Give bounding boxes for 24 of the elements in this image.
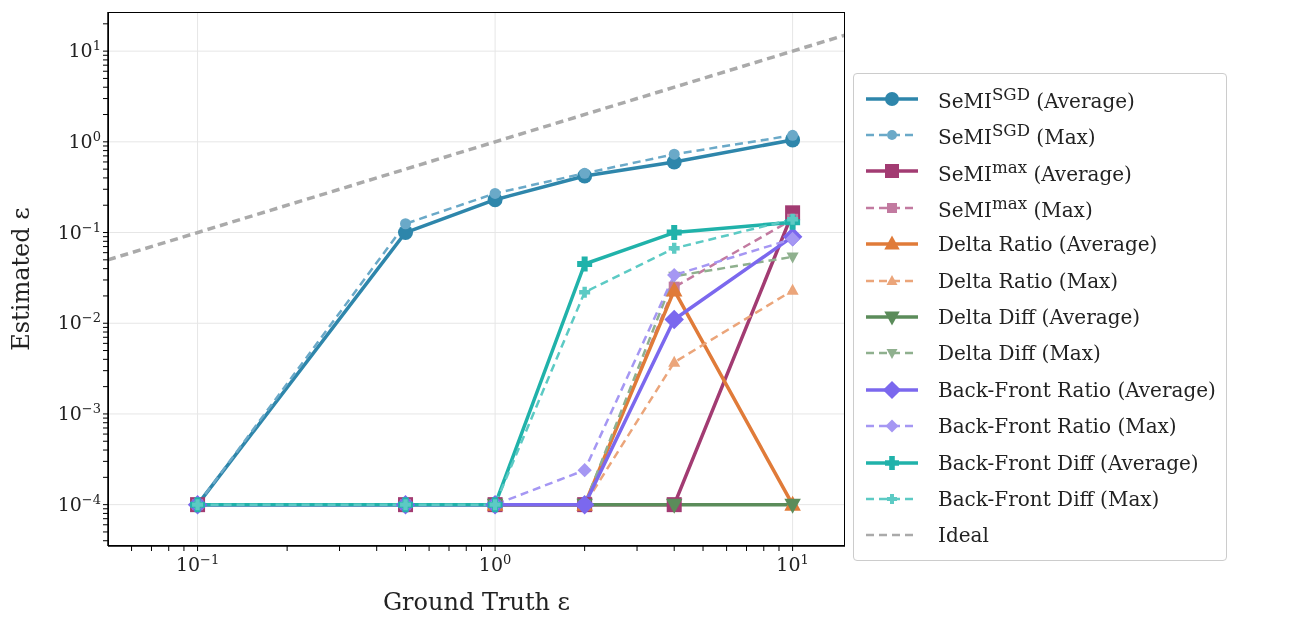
x-tick-label: 10$^{1}$ bbox=[776, 551, 809, 575]
x-axis-title: Ground Truth ε bbox=[382, 588, 571, 616]
legend-label: SeMI$^{SGD}$ (Max) bbox=[938, 121, 1096, 149]
y-tick-label: 10$^{−2}$ bbox=[57, 309, 101, 334]
legend-label: Back-Front Ratio (Average) bbox=[938, 377, 1216, 402]
legend-label: Ideal bbox=[938, 523, 989, 548]
legend-label: Back-Front Diff (Average) bbox=[938, 450, 1199, 475]
x-tick-label: 10$^{0}$ bbox=[478, 551, 512, 575]
y-tick-label: 10$^{−1}$ bbox=[57, 219, 101, 243]
legend-label: SeMI$^{SGD}$ (Average) bbox=[938, 84, 1135, 113]
legend-label: Delta Ratio (Average) bbox=[938, 232, 1158, 257]
legend-label: SeMI$^{max}$ (Max) bbox=[938, 193, 1093, 222]
legend-label: Back-Front Diff (Max) bbox=[938, 486, 1160, 511]
legend-label: Back-Front Ratio (Max) bbox=[938, 414, 1177, 439]
y-tick-label: 10$^{1}$ bbox=[68, 37, 101, 62]
legend-label: Delta Diff (Average) bbox=[938, 304, 1141, 329]
y-axis-title: Estimated ε bbox=[6, 207, 35, 351]
y-tick-label: 10$^{−4}$ bbox=[57, 491, 101, 515]
y-tick-label: 10$^{−3}$ bbox=[57, 400, 101, 424]
legend-label: Delta Ratio (Max) bbox=[938, 268, 1119, 293]
x-tick-label: 10$^{−1}$ bbox=[175, 551, 220, 575]
legend-label: SeMI$^{max}$ (Average) bbox=[938, 157, 1132, 186]
legend-label: Delta Diff (Max) bbox=[938, 341, 1101, 366]
y-tick-label: 10$^{0}$ bbox=[68, 128, 101, 152]
